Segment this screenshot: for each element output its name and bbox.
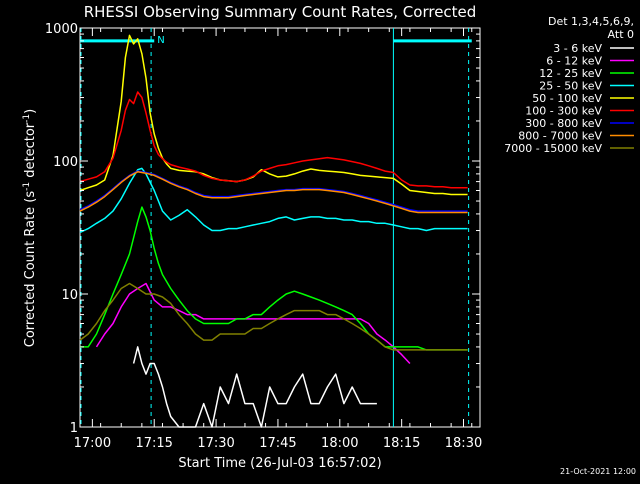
x-tick-label: 18:15 [383,436,420,451]
y-tick-label: 1000 [45,22,78,37]
series-line-1 [132,346,377,428]
legend-title-line-1: Det 1,3,4,5,6,9, [548,15,634,28]
series-line-2 [95,282,411,365]
y-axis-label-mid: detector [23,122,38,182]
legend-title-line-2: Att 0 [608,28,634,41]
date-stamp: 21-Oct-2021 12:00 [560,467,636,476]
series-line-4 [79,167,468,234]
series-line-6 [79,91,468,189]
x-tick-label: 17:15 [135,436,172,451]
legend-label: 6 - 12 keV [546,55,602,68]
y-axis-label-main: Corrected Count Rate (s [23,191,38,348]
axis-ticks: 1 10 100 1000 17:00 17:15 17:30 17:45 18:00 18:15… [45,22,482,451]
legend-label: 300 - 800 keV [525,117,602,130]
legend-label: 25 - 50 keV [539,80,602,93]
y-axis-label-end: ) [23,109,38,114]
x-tick-label: 17:30 [197,436,234,451]
x-tick-label: 17:45 [259,436,296,451]
series-line-3 [80,206,468,351]
plot-frame [79,27,481,428]
y-tick-label: 10 [61,288,78,303]
legend-label: 7000 - 15000 keV [504,142,602,155]
y-tick-label: 1 [70,421,78,436]
y-axis-label-sup2: -1 [22,114,32,123]
x-tick-label: 18:00 [321,436,358,451]
y-tick-label: 100 [53,155,78,170]
legend-label: 12 - 25 keV [539,67,602,80]
legend-label: 50 - 100 keV [532,92,602,105]
series-line-9 [79,282,468,351]
series-line-8 [79,171,468,214]
y-axis-label: Corrected Count Rate (s-1 detector-1) [22,109,38,347]
plot-area: N [79,27,481,428]
x-tick-label: 18:30 [445,436,482,451]
chart-title: RHESSI Observing Summary Count Rates, Co… [84,3,477,21]
flag-label: N [157,35,164,46]
x-tick-label: 17:00 [74,436,111,451]
x-axis-label: Start Time (26-Jul-03 16:57:02) [178,456,381,471]
legend-label: 3 - 6 keV [553,42,602,55]
legend-label: 100 - 300 keV [525,105,602,118]
legend-label: 800 - 7000 keV [518,130,602,143]
y-axis-label-sup1: -1 [22,182,32,191]
